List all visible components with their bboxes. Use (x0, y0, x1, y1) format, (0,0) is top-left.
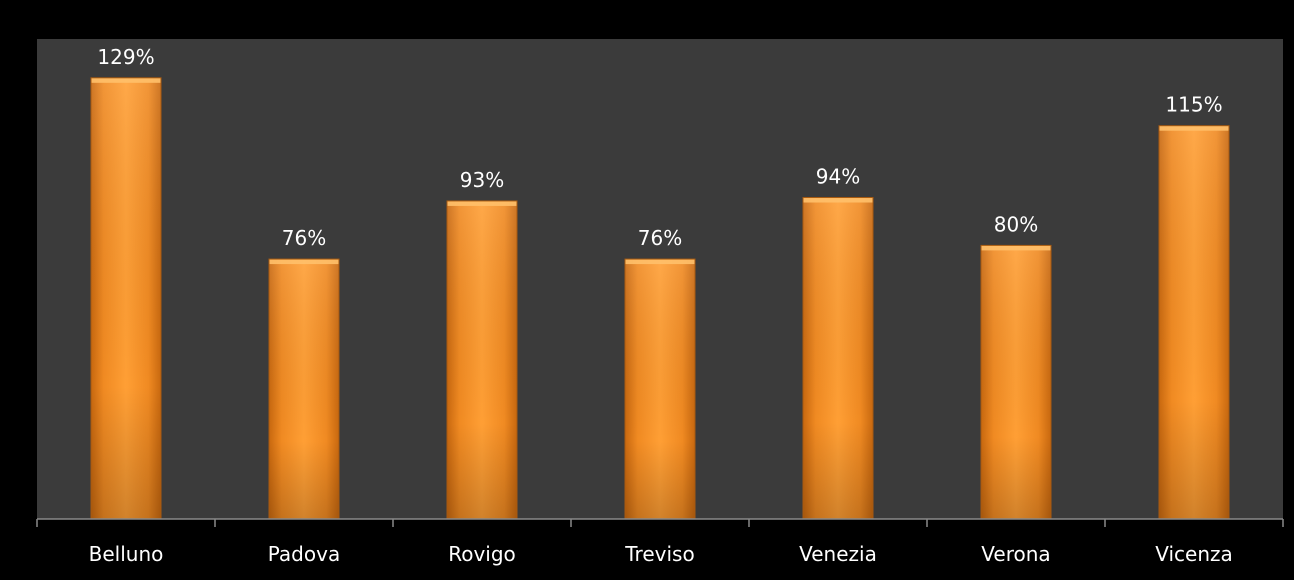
data-label-padova: 76% (282, 226, 326, 250)
bar-vicenza (1158, 125, 1230, 520)
bar-venezia (802, 197, 874, 520)
bar-belluno (90, 77, 162, 520)
labels-layer: 129% Belluno 76% Padova 93% Rovigo 76% Treviso 9… (89, 45, 1233, 566)
data-label-belluno: 129% (97, 45, 154, 69)
bar-verona (980, 244, 1052, 520)
x-tick-label-venezia: Venezia (799, 542, 877, 566)
data-label-rovigo: 93% (460, 168, 504, 192)
x-tick-label-vicenza: Vicenza (1155, 542, 1233, 566)
x-tick-label-treviso: Treviso (624, 542, 694, 566)
bar-rovigo (446, 200, 518, 520)
x-axis (36, 518, 1284, 527)
x-tick-label-belluno: Belluno (89, 542, 164, 566)
x-tick-label-verona: Verona (981, 542, 1050, 566)
x-tick-label-rovigo: Rovigo (448, 542, 516, 566)
bars-layer (90, 77, 1230, 520)
x-tick-label-padova: Padova (268, 542, 340, 566)
data-label-vicenza: 115% (1165, 93, 1222, 117)
data-label-venezia: 94% (816, 165, 860, 189)
data-label-treviso: 76% (638, 226, 682, 250)
data-label-verona: 80% (994, 212, 1038, 236)
bar-treviso (624, 258, 696, 520)
bar-padova (268, 258, 340, 520)
